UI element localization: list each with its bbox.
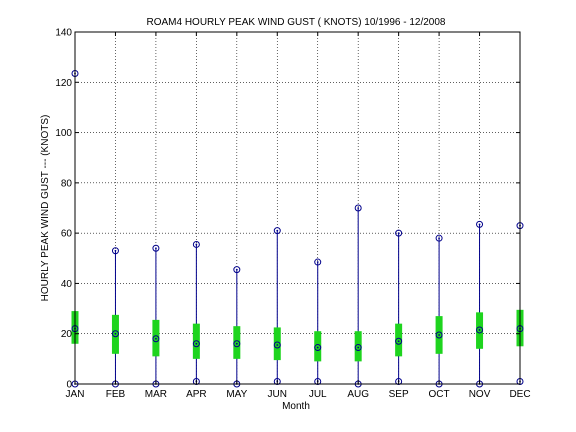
x-tick-label: MAY [226,389,247,400]
max-marker-dot [235,268,238,271]
max-marker [192,240,200,248]
max-marker-dot [357,207,360,209]
x-tick-label: APR [186,389,207,400]
median-marker-dot [155,337,157,340]
grid-lines [75,31,520,385]
median-marker [395,337,403,345]
iqr-box [395,323,403,357]
box-mar [152,244,160,388]
x-tick-label: JUL [309,389,327,400]
max-marker [152,244,160,252]
max-marker [395,229,403,237]
max-marker-dot [316,261,319,263]
median-marker [152,335,160,343]
y-tick-label: 20 [61,329,73,340]
max-marker-dot [478,223,481,226]
box-apr [192,240,200,385]
box-jun [273,227,281,385]
max-marker [435,234,443,242]
median-marker [314,344,322,352]
x-tick-label: JUN [268,389,287,400]
x-tick-label: NOV [469,389,491,400]
median-marker-dot [478,329,481,331]
median-marker-dot [114,332,117,335]
median-marker-dot [235,342,238,345]
median-marker-dot [195,342,198,345]
x-tick-label: OCT [429,389,450,400]
box-sep [395,229,403,385]
median-marker-dot [438,334,440,336]
y-tick-label: 60 [61,229,73,240]
box-jul [314,258,322,385]
box-may [233,266,241,388]
median-marker [273,341,281,349]
max-marker [314,258,322,266]
x-tick-label: SEP [389,389,409,400]
max-marker-dot [195,243,198,246]
iqr-box [233,326,241,359]
median-marker-dot [357,346,360,349]
y-tick-label: 40 [61,279,73,290]
x-axis-label: Month [282,401,310,412]
median-marker [192,340,200,348]
median-marker-dot [316,346,319,349]
y-tick-label: 100 [55,128,72,139]
box-feb [111,247,119,388]
plot-frame [74,31,521,385]
iqr-box [273,327,281,361]
median-marker [435,331,443,339]
max-marker [273,227,281,235]
median-marker-dot [397,340,400,343]
max-marker [111,247,119,255]
axis-ticks: 0 20 40 60 80 100 120 140 JAN FEB MAR APR MAY JUN JUL A… [55,28,530,401]
iqr-box [354,331,362,362]
max-marker-dot [397,232,400,235]
y-axis-label: HOURLY PEAK WIND GUST --- (KNOTS) [40,115,51,302]
median-marker-dot [276,344,279,346]
y-tick-label: 80 [61,178,73,189]
box-marks [71,69,524,388]
max-marker-dot [276,229,279,232]
median-marker [476,326,484,334]
iqr-box [314,331,322,362]
box-nov [476,220,484,388]
chart-title: ROAM4 HOURLY PEAK WIND GUST ( KNOTS) 10/… [147,17,446,28]
max-marker [476,220,484,228]
y-tick-label: 0 [66,380,72,391]
box-aug [354,204,362,388]
x-tick-label: FEB [106,389,126,400]
max-marker-dot [438,237,440,240]
max-marker [354,204,362,212]
max-marker-dot [155,247,157,250]
median-marker [233,340,241,348]
y-tick-label: 120 [55,78,72,89]
median-marker [111,330,119,338]
box-oct [435,234,443,388]
x-tick-label: DEC [509,389,530,400]
x-tick-label: JAN [66,389,85,400]
x-tick-label: MAR [145,389,167,400]
max-marker-dot [114,249,117,252]
y-tick-label: 140 [55,28,72,39]
max-marker [233,266,241,274]
median-marker [354,344,362,352]
x-tick-label: AUG [347,389,369,400]
